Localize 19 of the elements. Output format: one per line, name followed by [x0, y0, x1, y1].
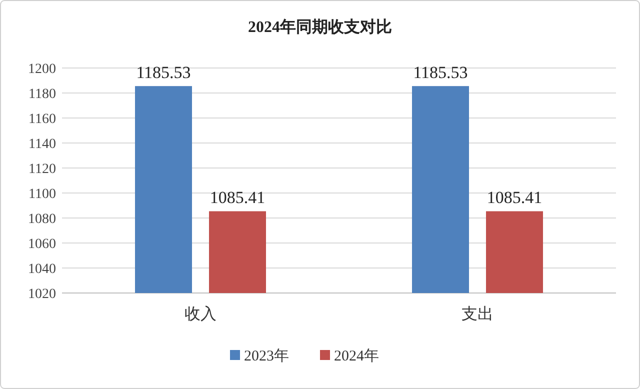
x-tick-label: 支出 [462, 305, 494, 323]
y-tick-label: 1040 [28, 262, 56, 277]
y-tick-label: 1200 [28, 62, 56, 77]
y-tick-label: 1080 [28, 212, 56, 227]
y-tick-label: 1160 [28, 112, 56, 127]
data-label: 1185.53 [136, 63, 191, 82]
data-label: 1085.41 [210, 188, 266, 208]
y-tick-label: 1020 [28, 286, 56, 302]
data-label: 1085.41 [486, 188, 542, 208]
y-tick-label: 1140 [28, 136, 56, 152]
x-tick-label: 收入 [184, 305, 216, 323]
chart-title: 2024年同期收支对比 [248, 18, 392, 36]
y-tick-label: 1120 [28, 162, 56, 177]
y-tick-label: 1180 [28, 86, 56, 102]
legend-label: 2024年 [334, 347, 379, 364]
y-tick-label: 1060 [28, 236, 56, 252]
legend-label: 2023年 [244, 347, 289, 364]
y-tick-label: 1100 [28, 186, 56, 202]
data-label: 1185.53 [413, 63, 468, 82]
